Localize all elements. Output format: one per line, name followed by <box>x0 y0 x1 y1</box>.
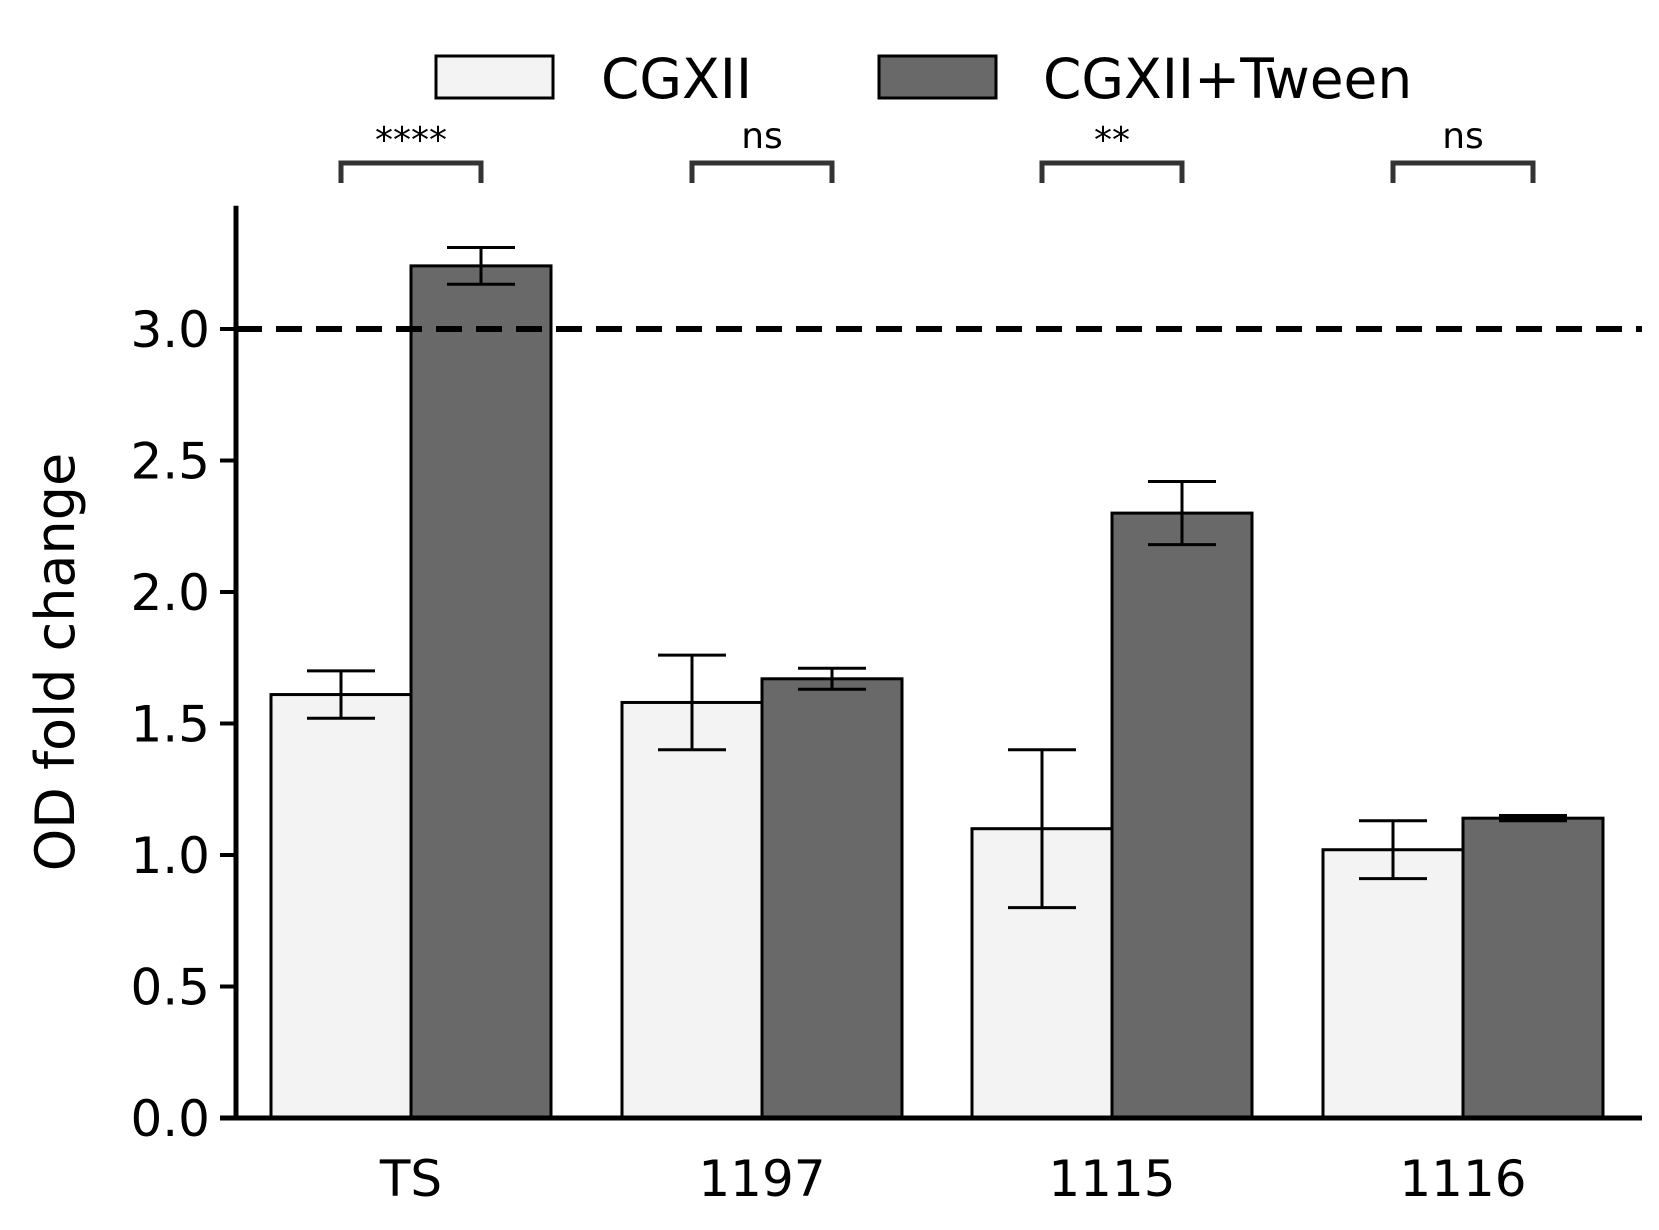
y-tick-label: 0.5 <box>130 959 210 1017</box>
legend-label: CGXII <box>601 47 752 111</box>
y-axis-title: OD fold change <box>24 453 87 871</box>
bar-ts-cgxii-tween <box>409 264 553 1120</box>
legend-label: CGXII+Tween <box>1043 47 1412 111</box>
significance-bracket: ns <box>1390 116 1536 183</box>
significance-label: ** <box>1094 120 1130 161</box>
significance-label: ns <box>1442 116 1484 157</box>
y-tick-label: 3.0 <box>130 301 210 359</box>
bracket-line <box>689 160 835 183</box>
significance-bracket: ** <box>1039 120 1185 183</box>
error-bar <box>307 669 375 720</box>
legend: CGXII CGXII+Tween <box>434 47 1412 111</box>
x-tick-label: TS <box>379 1150 442 1208</box>
y-tick-label: 2.5 <box>130 433 210 491</box>
error-bar <box>1359 819 1427 881</box>
error-bar <box>447 245 515 286</box>
bracket-line <box>1039 160 1185 183</box>
bar-1197-cgxii <box>620 700 764 1120</box>
bracket-line <box>1390 160 1536 183</box>
bar-1116-cgxii-tween <box>1461 816 1605 1120</box>
bar-1116-cgxii <box>1321 848 1465 1120</box>
bracket-line <box>338 160 484 183</box>
y-tick-label: 1.0 <box>130 827 210 885</box>
y-tick-label: 2.0 <box>130 564 210 622</box>
y-tick-label: 0.0 <box>130 1090 210 1148</box>
significance-bracket: ns <box>689 116 835 183</box>
significance-bracket: **** <box>338 120 484 183</box>
bar-1197-cgxii-tween <box>760 677 904 1120</box>
legend-item-cgxii: CGXII <box>434 47 752 111</box>
bars <box>269 264 1605 1120</box>
bar-ts-cgxii <box>269 693 413 1120</box>
x-tick-label: 1116 <box>1399 1150 1526 1208</box>
x-tick-label: 1115 <box>1048 1150 1175 1208</box>
bar-1115-cgxii-tween <box>1110 511 1254 1120</box>
error-bar <box>658 653 726 752</box>
error-bars <box>307 245 1567 910</box>
significance-annotations: **** ns ** ns <box>338 116 1536 183</box>
legend-swatch <box>434 54 555 100</box>
axes: 0.0 0.5 1.0 1.5 2.0 2.5 3.0 TS 1197 1115 1116 <box>130 205 1642 1208</box>
legend-item-cgxii-tween: CGXII+Tween <box>877 47 1412 111</box>
error-bar <box>1148 480 1216 547</box>
y-tick-label: 1.5 <box>130 696 210 754</box>
error-bar <box>1008 748 1076 910</box>
legend-swatch <box>877 54 998 100</box>
error-bar <box>798 666 866 691</box>
significance-label: **** <box>375 120 447 161</box>
error-bar <box>1499 814 1567 823</box>
significance-label: ns <box>741 116 783 157</box>
x-tick-label: 1197 <box>698 1150 825 1208</box>
